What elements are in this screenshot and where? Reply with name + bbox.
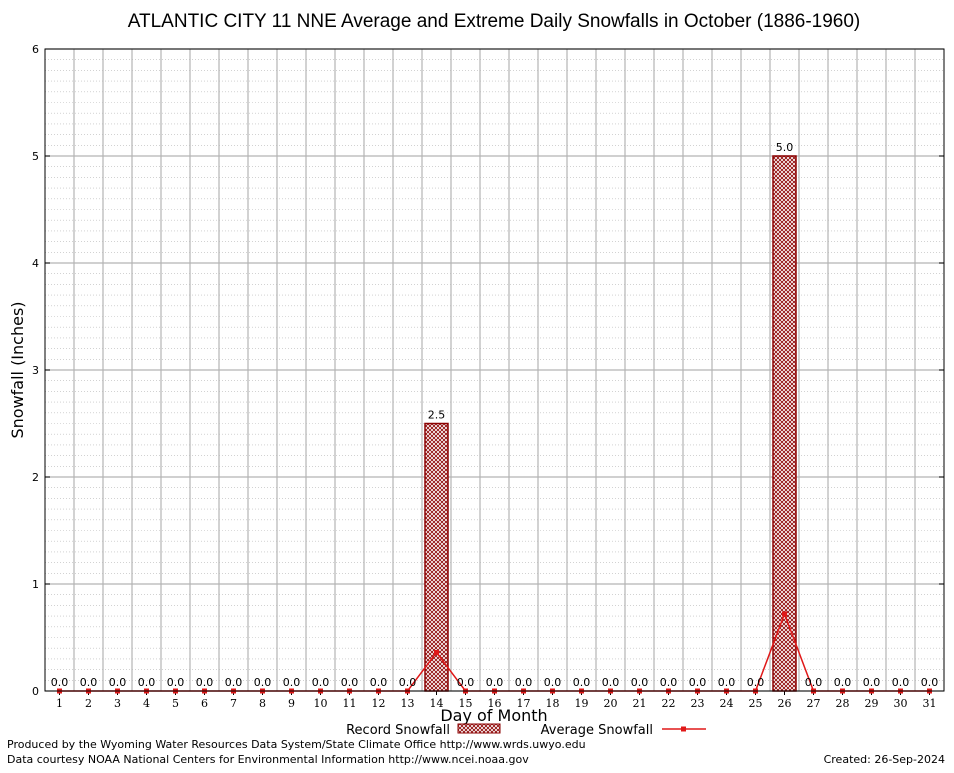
record-value-label: 0.0: [312, 676, 330, 689]
data-labels: 0.0 0.0 0.0 0.0 0.0 0.0 0.0 0.0 0.0 0.0 0.0 0.0 0.0 2…: [51, 141, 939, 689]
legend-record-label: Record Snowfall: [346, 723, 450, 738]
average-point: [434, 649, 439, 655]
plot-frame: [44, 48, 945, 692]
y-tick-label: 3: [32, 364, 39, 377]
record-value-label: 0.0: [573, 676, 591, 689]
x-tick-label: 9: [288, 697, 295, 710]
record-value-label: 0.0: [631, 676, 649, 689]
x-tick-label: 25: [749, 697, 763, 710]
record-value-label: 0.0: [80, 676, 98, 689]
x-tick-label: 4: [143, 697, 150, 710]
record-value-label: 2.5: [428, 409, 446, 422]
record-value-label: 0.0: [544, 676, 562, 689]
record-value-label: 0.0: [51, 676, 69, 689]
y-axis-label: Snowfall (Inches): [8, 301, 27, 438]
x-tick-label: 30: [894, 697, 908, 710]
x-tick-label: 10: [314, 697, 328, 710]
legend-average-marker: [681, 726, 686, 732]
record-value-label: 0.0: [399, 676, 417, 689]
record-value-label: 0.0: [834, 676, 852, 689]
record-value-label: 0.0: [167, 676, 185, 689]
record-value-label: 0.0: [602, 676, 620, 689]
record-value-label: 5.0: [776, 141, 794, 154]
record-value-label: 0.0: [138, 676, 156, 689]
y-tick-label: 6: [32, 43, 39, 56]
y-tick-label: 1: [32, 578, 39, 591]
footer-produced-by: Produced by the Wyoming Water Resources …: [7, 738, 586, 751]
record-value-label: 0.0: [196, 676, 214, 689]
y-tick-label: 0: [32, 685, 39, 698]
record-value-label: 0.0: [660, 676, 678, 689]
average-point: [782, 611, 787, 617]
x-tick-label: 20: [604, 697, 618, 710]
record-value-label: 0.0: [486, 676, 504, 689]
x-tick-label: 2: [85, 697, 92, 710]
x-tick-label: 17: [517, 697, 531, 710]
record-value-label: 0.0: [109, 676, 127, 689]
x-tick-label: 23: [691, 697, 705, 710]
x-tick-label: 6: [201, 697, 208, 710]
y-tick-label: 2: [32, 471, 39, 484]
x-tick-label: 14: [430, 697, 444, 710]
y-tick-label: 4: [32, 257, 39, 270]
x-tick-label: 8: [259, 697, 266, 710]
x-tick-label: 22: [662, 697, 676, 710]
legend-average-label: Average Snowfall: [541, 723, 653, 738]
x-tick-label: 21: [633, 697, 647, 710]
record-value-label: 0.0: [341, 676, 359, 689]
x-tick-label: 26: [778, 697, 792, 710]
record-value-label: 0.0: [283, 676, 301, 689]
x-tick-label: 18: [546, 697, 560, 710]
x-tick-label: 5: [172, 697, 179, 710]
record-value-label: 0.0: [921, 676, 939, 689]
record-value-label: 0.0: [457, 676, 475, 689]
x-tick-label: 13: [401, 697, 415, 710]
x-tick-label: 27: [807, 697, 821, 710]
x-tick-label: 31: [923, 697, 937, 710]
record-value-label: 0.0: [863, 676, 881, 689]
record-value-label: 0.0: [370, 676, 388, 689]
x-tick-label: 24: [720, 697, 734, 710]
record-value-label: 0.0: [515, 676, 533, 689]
record-bars: [424, 155, 797, 692]
record-bar: [772, 155, 797, 692]
chart-title: ATLANTIC CITY 11 NNE Average and Extreme…: [128, 11, 861, 32]
record-value-label: 0.0: [805, 676, 823, 689]
record-value-label: 0.0: [225, 676, 243, 689]
footer-created: Created: 26-Sep-2024: [824, 753, 945, 766]
x-tick-label: 16: [488, 697, 502, 710]
record-value-label: 0.0: [892, 676, 910, 689]
x-tick-label: 12: [372, 697, 386, 710]
legend: Record Snowfall Average Snowfall: [346, 723, 706, 738]
legend-record-swatch: [457, 723, 501, 734]
record-value-label: 0.0: [689, 676, 707, 689]
y-tick-label: 5: [32, 150, 39, 163]
record-value-label: 0.0: [747, 676, 765, 689]
footer-data-courtesy: Data courtesy NOAA National Centers for …: [7, 753, 529, 766]
record-value-label: 0.0: [718, 676, 736, 689]
grid-lines: [45, 48, 944, 692]
x-tick-label: 19: [575, 697, 589, 710]
x-tick-label: 3: [114, 697, 121, 710]
record-value-label: 0.0: [254, 676, 272, 689]
x-tick-label: 7: [230, 697, 237, 710]
x-tick-label: 1: [56, 697, 63, 710]
x-tick-label: 15: [459, 697, 473, 710]
x-tick-label: 28: [836, 697, 850, 710]
x-axis-label: Day of Month: [440, 706, 547, 725]
x-tick-label: 11: [343, 697, 357, 710]
x-tick-label: 29: [865, 697, 879, 710]
